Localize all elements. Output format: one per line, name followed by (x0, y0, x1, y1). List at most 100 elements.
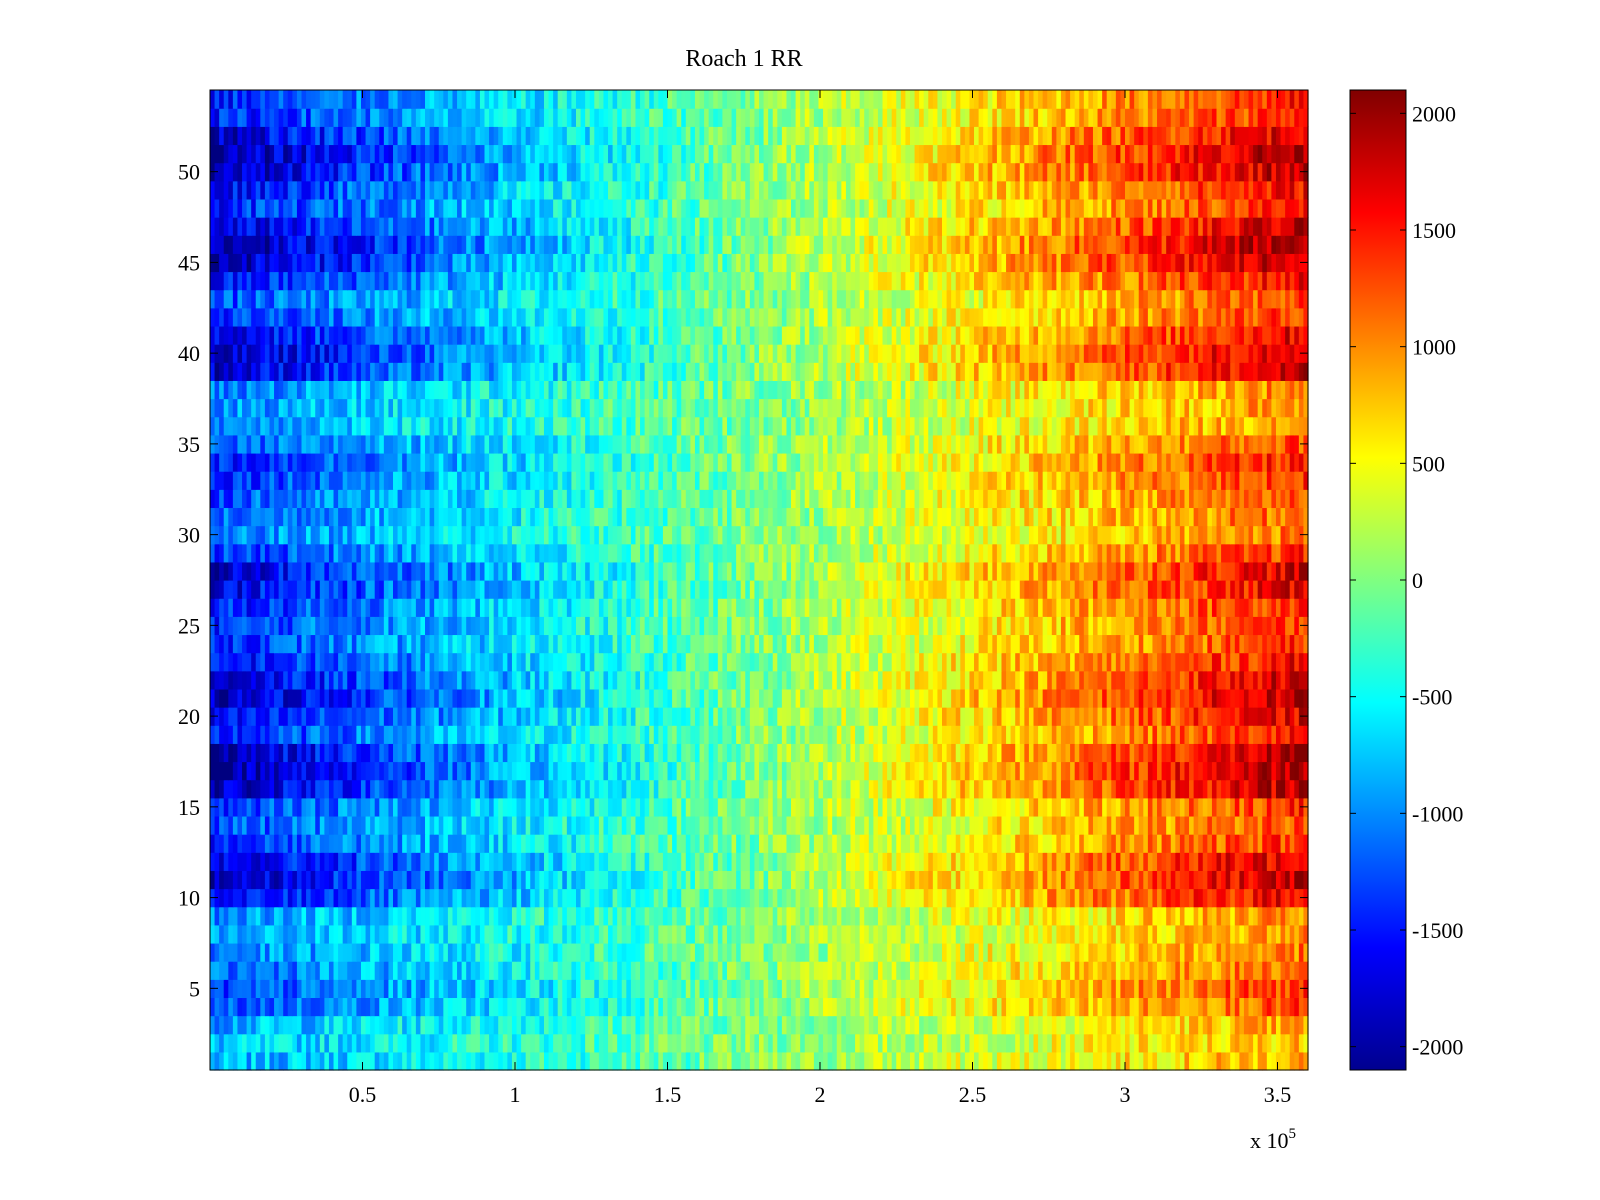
heatmap-cell (832, 743, 838, 763)
heatmap-cell (269, 834, 275, 853)
heatmap-cell (1221, 924, 1227, 944)
heatmap-cell (937, 815, 943, 835)
heatmap-cell (1102, 888, 1108, 908)
heatmap-cell (1170, 906, 1176, 926)
heatmap-cell (1106, 942, 1112, 962)
heatmap-cell (525, 1033, 531, 1053)
heatmap-cell (809, 815, 815, 835)
heatmap-cell (333, 707, 339, 726)
heatmap-cell (992, 997, 998, 1017)
heatmap-cell (223, 1015, 229, 1035)
heatmap-cell (1051, 997, 1057, 1017)
heatmap-cell (813, 979, 820, 999)
heatmap-cell (475, 779, 481, 799)
heatmap-cell (1157, 852, 1163, 871)
heatmap-cell (1056, 852, 1062, 871)
heatmap-cell (1234, 924, 1240, 944)
heatmap-cell (1138, 815, 1144, 835)
heatmap-cell (525, 761, 531, 781)
heatmap-cell (571, 979, 577, 999)
heatmap-cell (388, 815, 394, 835)
heatmap-cell (621, 761, 627, 781)
heatmap-cell (955, 979, 961, 999)
heatmap-cell (324, 870, 330, 890)
heatmap-cell (1161, 1051, 1167, 1071)
heatmap-cell (992, 924, 998, 944)
heatmap-cell (974, 979, 980, 999)
heatmap-cell (745, 688, 751, 708)
heatmap-cell (507, 979, 513, 999)
heatmap-cell (1106, 797, 1112, 817)
heatmap-cell (379, 743, 385, 763)
heatmap-cell (749, 779, 756, 799)
heatmap-cell (228, 924, 234, 944)
heatmap-cell (534, 1051, 540, 1071)
heatmap-cell (383, 688, 390, 708)
heatmap-cell (479, 961, 486, 980)
heatmap-cell (1019, 815, 1025, 835)
heatmap-cell (310, 743, 316, 763)
heatmap-cell (713, 961, 719, 980)
heatmap-cell (621, 779, 627, 799)
heatmap-cell (580, 743, 586, 763)
heatmap-cell (658, 815, 664, 835)
heatmap-cell (237, 1015, 243, 1035)
heatmap-cell (269, 688, 275, 708)
heatmap-cell (676, 961, 682, 980)
heatmap-cell (406, 852, 412, 871)
heatmap-cell (1253, 761, 1259, 781)
heatmap-cell (223, 688, 229, 708)
heatmap-cell (658, 725, 664, 744)
heatmap-cell (1051, 779, 1057, 799)
heatmap-cell (772, 961, 778, 980)
heatmap-cell (425, 997, 431, 1017)
heatmap-cell (1257, 906, 1263, 926)
heatmap-cell (411, 997, 417, 1017)
heatmap-cell (608, 725, 614, 744)
heatmap-cell (626, 779, 632, 799)
heatmap-cell (598, 1015, 605, 1035)
heatmap-cell (919, 1051, 925, 1071)
heatmap-cell (708, 725, 714, 744)
heatmap-cell (328, 906, 335, 926)
heatmap-cell (786, 961, 792, 980)
heatmap-cell (1024, 870, 1030, 890)
heatmap-cell (370, 870, 376, 890)
heatmap-cell (923, 797, 929, 817)
heatmap-cell (507, 779, 513, 799)
heatmap-cell (649, 906, 655, 926)
heatmap-cell (786, 707, 792, 726)
heatmap-cell (223, 852, 229, 871)
heatmap-cell (864, 997, 870, 1017)
heatmap-cell (1006, 888, 1012, 908)
heatmap-cell (937, 779, 943, 799)
heatmap-cell (1294, 906, 1300, 926)
heatmap-cell (827, 961, 833, 980)
heatmap-cell (438, 688, 444, 708)
heatmap-cell (1028, 688, 1035, 708)
heatmap-cell (393, 743, 399, 763)
heatmap-cell (722, 942, 728, 962)
heatmap-cell (690, 870, 696, 890)
heatmap-cell (452, 725, 458, 744)
heatmap-cell (1303, 961, 1309, 980)
heatmap-cell (338, 888, 344, 908)
heatmap-cell (598, 725, 605, 744)
heatmap-cell (580, 888, 586, 908)
heatmap-cell (1161, 997, 1167, 1017)
heatmap-cell (708, 779, 714, 799)
heatmap-cell (813, 924, 820, 944)
heatmap-cell (589, 834, 595, 853)
heatmap-cell (475, 942, 481, 962)
heatmap-cell (745, 1033, 751, 1053)
heatmap-cell (608, 961, 614, 980)
heatmap-cell (420, 906, 426, 926)
heatmap-cell (1092, 906, 1099, 926)
heatmap-cell (1070, 779, 1076, 799)
heatmap-cell (635, 888, 641, 908)
heatmap-cell (658, 906, 664, 926)
heatmap-cell (946, 834, 952, 853)
heatmap-cell (598, 1051, 605, 1071)
heatmap-cell (713, 779, 719, 799)
heatmap-cell (530, 997, 536, 1017)
